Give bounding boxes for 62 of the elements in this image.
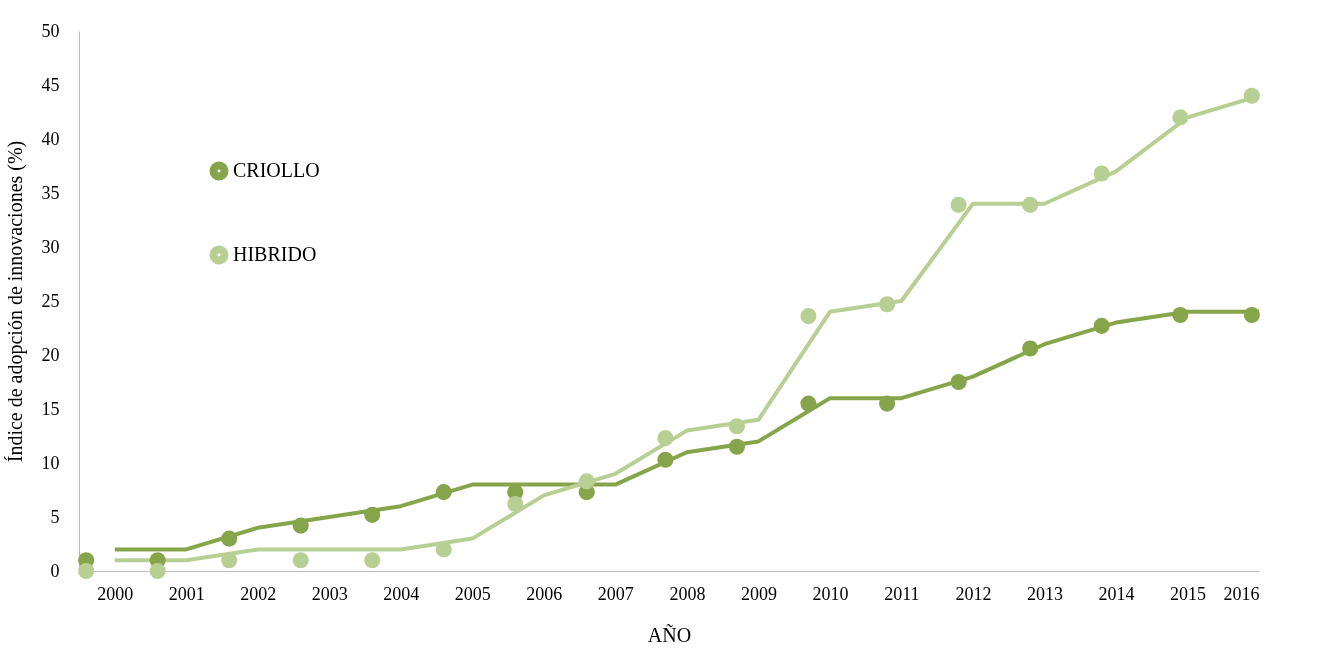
point xyxy=(800,395,817,412)
point xyxy=(728,438,745,455)
y-axis-title: Índice de adopción de innovaciones (%) xyxy=(3,140,27,463)
x-tick-label: 2008 xyxy=(669,583,706,604)
x-axis-title: AÑO xyxy=(647,622,692,646)
legend-label: HIBRIDO xyxy=(233,243,317,265)
point xyxy=(879,296,896,313)
point xyxy=(1093,165,1110,182)
point xyxy=(78,562,95,580)
point xyxy=(364,506,381,523)
x-tick-label: 2012 xyxy=(955,583,992,604)
x-tick-label: 2006 xyxy=(526,583,563,604)
x-tick-label: 2010 xyxy=(812,583,849,604)
y-tick-label: 10 xyxy=(41,452,60,473)
point xyxy=(292,517,309,534)
y-tick-label: 0 xyxy=(50,560,60,581)
x-tick-label: 2002 xyxy=(240,583,277,604)
x-tick-label: 2015 xyxy=(1169,583,1206,604)
point xyxy=(149,562,166,580)
point xyxy=(728,418,745,435)
y-tick-label: 45 xyxy=(41,74,60,95)
x-tick-label: 2005 xyxy=(454,583,491,604)
x-tick-label: 2009 xyxy=(740,583,777,604)
point xyxy=(221,530,238,547)
y-tick-label: 25 xyxy=(41,290,60,311)
y-tick-label: 35 xyxy=(41,182,60,203)
point xyxy=(1243,306,1260,324)
x-tick-label: 2007 xyxy=(597,583,634,604)
point xyxy=(879,395,896,412)
point xyxy=(1172,306,1189,324)
point xyxy=(221,552,238,569)
y-tick-label: 5 xyxy=(50,506,60,527)
y-tick-label: 30 xyxy=(41,236,60,257)
point xyxy=(1022,196,1039,213)
point xyxy=(950,373,967,391)
point xyxy=(800,308,817,325)
x-tick-label: 2004 xyxy=(383,583,420,604)
x-tick-label: 2000 xyxy=(97,583,134,604)
point xyxy=(435,541,452,558)
point xyxy=(657,430,674,447)
point xyxy=(435,484,452,501)
legend-label: CRIOLLO xyxy=(233,159,320,181)
y-tick-label: 50 xyxy=(41,20,60,41)
point xyxy=(1093,317,1110,334)
x-tick-label: 2001 xyxy=(168,583,205,604)
point xyxy=(364,552,381,569)
point xyxy=(507,495,524,513)
point xyxy=(578,473,595,490)
y-tick-label: 20 xyxy=(41,344,60,365)
point xyxy=(1243,87,1260,104)
point xyxy=(657,451,674,468)
x-tick-label: 2003 xyxy=(311,583,348,604)
point xyxy=(1172,109,1189,126)
x-tick-label: 2014 xyxy=(1098,583,1135,604)
point xyxy=(292,552,309,569)
y-tick-label: 40 xyxy=(41,128,60,149)
y-tick-label: 15 xyxy=(41,398,60,419)
x-tick-label: 2011 xyxy=(884,583,920,604)
point xyxy=(1022,340,1039,357)
point xyxy=(950,196,967,213)
x-tick-label: 2013 xyxy=(1026,583,1063,604)
x-tick-label: 2016 xyxy=(1223,583,1260,604)
